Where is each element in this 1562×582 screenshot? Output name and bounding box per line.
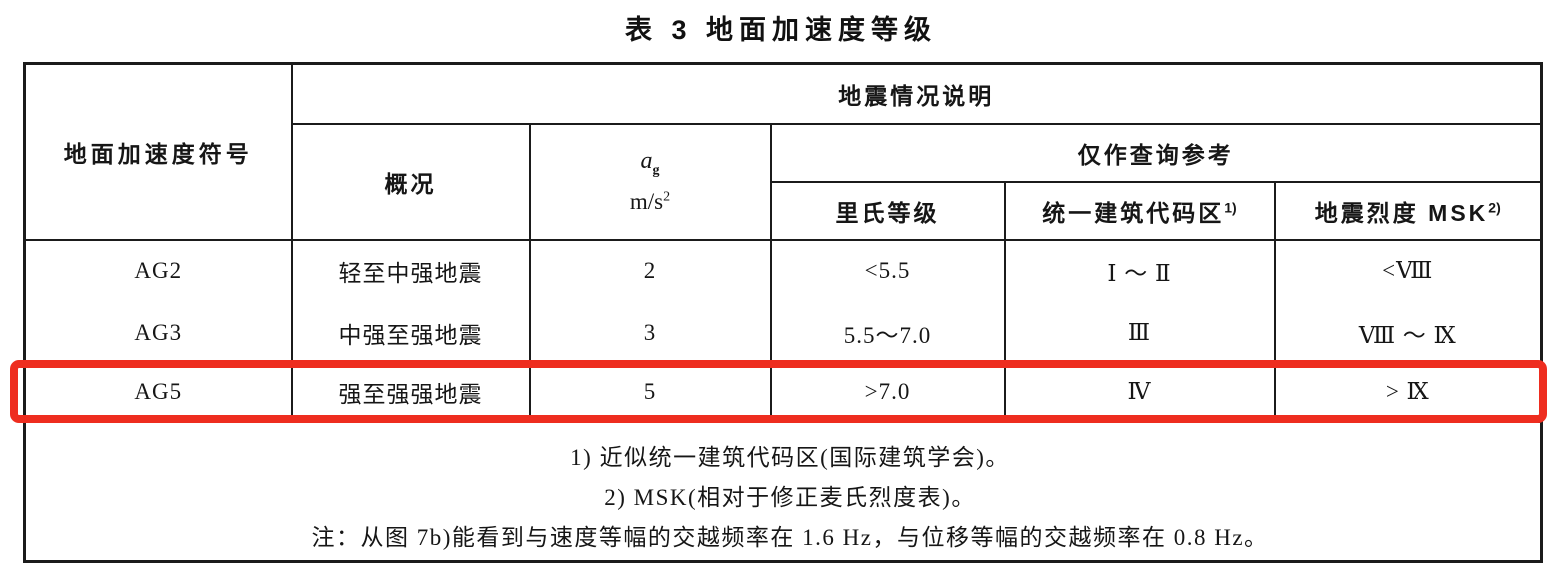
cell-overview: 强至强强地震 — [290, 363, 531, 422]
table-row-ag5-highlighted: AG5 强至强强地震 5 >7.0 Ⅳ > Ⅸ — [23, 363, 1543, 422]
header-row-3: 里氏等级 统一建筑代码区1) 地震烈度 MSK2) — [25, 180, 1543, 241]
header-acceleration-symbol: 地面加速度符号 — [23, 62, 293, 241]
cell-richter: >7.0 — [769, 363, 1006, 422]
notes-row: 1) 近似统一建筑代码区(国际建筑学会)。 2) MSK(相对于修正麦氏烈度表)… — [23, 420, 1543, 563]
table-notes: 1) 近似统一建筑代码区(国际建筑学会)。 2) MSK(相对于修正麦氏烈度表)… — [23, 420, 1543, 563]
cell-symbol: AG2 — [23, 239, 293, 302]
cell-ag: 5 — [528, 363, 772, 422]
table-title: 表 3 地面加速度等级 — [624, 15, 938, 45]
footnote-ref-2: 2) — [1488, 198, 1501, 215]
footnote-2: 2) MSK(相对于修正麦氏烈度表)。 — [604, 485, 976, 511]
header-reference-only: 仅作查询参考 — [769, 122, 1543, 183]
cell-overview: 轻至中强地震 — [290, 239, 531, 302]
cell-ubc: Ⅲ — [1003, 301, 1276, 364]
ag-unit-text: m/s2 — [629, 188, 671, 214]
cell-ubc: Ⅳ — [1003, 363, 1276, 422]
cell-msk: Ⅷ ～ Ⅸ — [1273, 301, 1543, 364]
cell-ag: 2 — [528, 239, 772, 302]
table-row-ag3: AG3 中强至强地震 3 5.5～7.0 Ⅲ Ⅷ ～ Ⅸ — [23, 301, 1543, 364]
header-ubc-zone: 统一建筑代码区1) — [1003, 180, 1276, 241]
cell-ubc: Ⅰ ～ Ⅱ — [1003, 239, 1276, 302]
cell-richter: 5.5～7.0 — [769, 301, 1006, 364]
ground-acceleration-table: 地面加速度符号 地震情况说明 概况 ag m/s2 仅作查询参考 里氏等级 统一… — [23, 62, 1544, 563]
cell-symbol: AG5 — [23, 363, 293, 422]
header-overview: 概况 — [290, 122, 531, 241]
ag-variable: ag — [640, 148, 660, 178]
header-row-1: 地面加速度符号 地震情况说明 — [23, 62, 1543, 241]
cell-overview: 中强至强地震 — [290, 301, 531, 364]
cell-richter: <5.5 — [769, 239, 1006, 302]
cell-symbol: AG3 — [23, 301, 293, 364]
cell-msk: <Ⅷ — [1273, 239, 1543, 302]
cell-msk: > Ⅸ — [1273, 363, 1543, 422]
cell-ag: 3 — [528, 301, 772, 364]
header-richter-scale: 里氏等级 — [769, 180, 1006, 241]
header-ag-unit: ag m/s2 — [528, 122, 772, 241]
footnote-ref-1: 1) — [1224, 198, 1237, 215]
header-msk-intensity: 地震烈度 MSK2) — [1273, 180, 1543, 241]
table-note: 注：从图 7b)能看到与速度等幅的交越频率在 1.6 Hz，与位移等幅的交越频率… — [311, 525, 1269, 551]
table-row-ag2: AG2 轻至中强地震 2 <5.5 Ⅰ ～ Ⅱ <Ⅷ — [23, 239, 1543, 302]
header-earthquake-situation: 地震情况说明 — [290, 62, 1543, 125]
header-row-2: 概况 ag m/s2 仅作查询参考 — [25, 122, 1543, 241]
footnote-1: 1) 近似统一建筑代码区(国际建筑学会)。 — [570, 445, 1010, 471]
